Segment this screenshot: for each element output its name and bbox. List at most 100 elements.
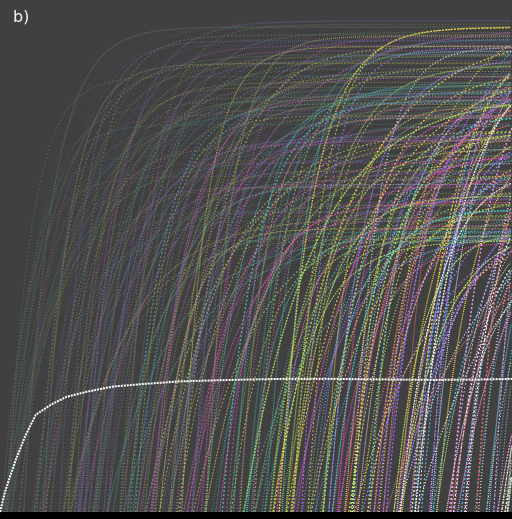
growth-curve <box>373 134 512 513</box>
growth-curve <box>286 89 511 513</box>
growth-curve <box>237 172 511 513</box>
growth-curve <box>83 20 511 513</box>
growth-curve <box>11 112 512 513</box>
growth-curve <box>123 50 512 513</box>
growth-curve <box>89 109 512 513</box>
growth-curve <box>464 237 511 513</box>
growth-curve <box>183 133 512 513</box>
growth-curve <box>159 130 512 513</box>
growth-curve <box>296 156 511 513</box>
growth-curve <box>154 170 512 513</box>
growth-curve <box>43 37 511 513</box>
bottom-band <box>0 512 512 519</box>
growth-curve <box>254 146 512 513</box>
growth-curve <box>178 179 512 513</box>
growth-curve <box>331 209 511 513</box>
growth-curve <box>128 32 511 513</box>
growth-curve <box>122 238 511 513</box>
growth-curve <box>68 237 512 513</box>
growth-curve <box>245 39 511 513</box>
growth-curve <box>272 240 511 513</box>
growth-curve <box>87 183 511 513</box>
growth-curve <box>252 66 512 513</box>
growth-curve <box>151 191 511 513</box>
growth-curve <box>219 202 511 513</box>
growth-curve <box>500 445 512 513</box>
growth-curve <box>59 40 511 513</box>
growth-curve <box>369 229 512 513</box>
growth-curve <box>77 135 511 513</box>
growth-curve <box>497 385 511 513</box>
growth-curve <box>429 90 512 513</box>
mean-curve <box>0 377 512 513</box>
growth-curve <box>67 81 511 513</box>
growth-curve <box>243 104 511 513</box>
growth-curve <box>465 194 512 513</box>
mean-curve-layer <box>0 377 512 513</box>
growth-curve <box>191 53 512 513</box>
growth-curve <box>475 206 512 513</box>
growth-curve <box>414 177 511 513</box>
growth-curve <box>226 98 512 513</box>
growth-curve <box>10 107 511 513</box>
growth-curve <box>45 145 511 513</box>
growth-curve <box>143 50 511 513</box>
growth-curve <box>205 35 512 513</box>
growth-curve <box>354 255 511 513</box>
growth-curve <box>76 172 511 513</box>
growth-curve <box>167 155 511 513</box>
growth-curve <box>169 75 512 513</box>
growth-curve <box>420 154 512 513</box>
growth-curve <box>92 146 511 513</box>
growth-curve <box>322 77 512 513</box>
growth-curve <box>401 105 512 513</box>
growth-curve <box>6 101 512 513</box>
growth-curve <box>33 205 512 513</box>
growth-curve <box>309 194 512 513</box>
growth-curve <box>278 222 511 513</box>
growth-curve <box>432 238 512 513</box>
growth-curve <box>337 97 511 513</box>
growth-curve <box>112 230 511 513</box>
growth-curve <box>196 181 511 513</box>
growth-curve <box>23 26 512 513</box>
growth-curve <box>49 54 511 513</box>
growth-curve <box>321 235 511 513</box>
growth-curve <box>6 76 511 513</box>
growth-curve <box>80 211 511 513</box>
growth-curve <box>357 87 512 513</box>
growth-curve <box>181 46 512 513</box>
growth-curve <box>400 86 512 513</box>
growth-curve <box>355 183 512 513</box>
growth-curve <box>352 131 511 513</box>
growth-curve <box>338 91 512 513</box>
growth-curve <box>1 159 511 513</box>
growth-curve <box>106 235 511 513</box>
growth-curve <box>63 90 511 513</box>
growth-curve <box>1 176 512 513</box>
growth-curve <box>17 210 512 513</box>
growth-curve <box>452 267 512 513</box>
growth-curve <box>136 104 512 513</box>
growth-curve <box>84 73 511 513</box>
growth-curve <box>506 447 512 513</box>
growth-curve <box>4 154 511 513</box>
growth-curve <box>141 115 512 513</box>
growth-curve <box>42 62 510 513</box>
growth-curve <box>261 210 512 513</box>
growth-curve <box>159 228 510 513</box>
growth-curve <box>179 44 512 513</box>
growth-curve <box>190 116 511 513</box>
growth-curve <box>134 115 512 513</box>
growth-curve <box>144 224 512 513</box>
growth-curve <box>250 125 512 513</box>
growth-curve <box>449 127 512 513</box>
growth-curve <box>66 222 512 513</box>
growth-curve <box>38 106 511 513</box>
growth-curve <box>378 44 511 513</box>
growth-curve <box>450 283 511 513</box>
growth-curve <box>397 228 512 513</box>
growth-curve <box>504 476 512 513</box>
growth-curve <box>485 324 512 513</box>
growth-curve <box>70 216 512 513</box>
